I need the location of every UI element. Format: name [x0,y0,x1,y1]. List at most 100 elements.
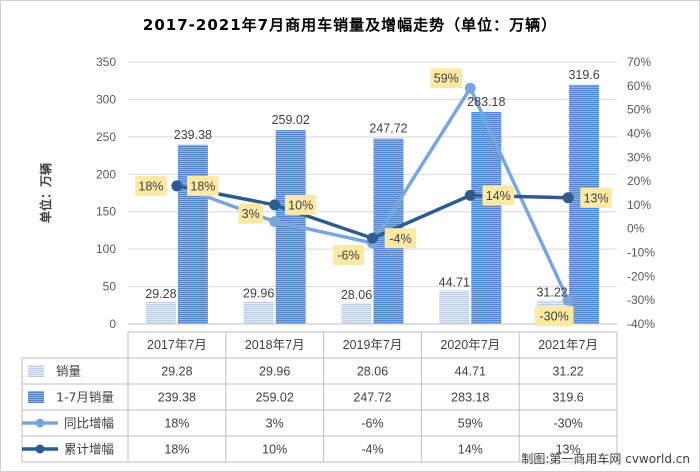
legend-key-bar [28,365,44,377]
point-yoy-growth [269,216,281,228]
label-yoy-growth-box [430,68,463,89]
y2-tick-label: -30% [627,293,655,307]
label-cumulative-growth-box [384,228,417,249]
label-yoy-growth-box [534,306,574,327]
y-tick-label: 0 [109,317,116,331]
point-cumulative-growth [562,192,574,204]
y2-tick-label: 30% [627,150,651,164]
label-yoy-growth-box [135,175,167,196]
legend-key-marker [35,444,45,454]
legend-key-bar [28,391,44,403]
y2-tick-label: 40% [627,126,651,140]
label-cumulative-sales: 239.38 [174,128,212,142]
label-cumulative-sales: 259.02 [272,113,310,127]
label-cumulative-growth: 13% [584,191,609,205]
table-cell: 29.28 [161,365,192,379]
point-yoy-growth [464,82,476,94]
credit-text: 制图:第一商用车网 cvworld.cn [521,451,690,466]
x-tick-label: 2020年7月 [440,338,500,352]
label-cumulative-sales: 247.72 [369,122,407,136]
y2-tick-label: 0% [627,222,645,236]
table-cell: 259.02 [256,391,294,405]
legend-key-marker [35,418,45,428]
label-monthly-sales: 29.96 [243,287,274,301]
table-cell: 3% [266,417,284,431]
label-yoy-growth: 18% [138,179,163,193]
label-monthly-sales: 28.06 [341,288,372,302]
point-yoy-growth [562,294,574,306]
x-tick-label: 2019年7月 [343,338,403,352]
table-cell: -30% [554,417,583,431]
y-axis-ticks: 0 50 100 150 200 250 300 350 [96,55,116,331]
label-monthly-sales: 29.28 [145,287,176,301]
label-cumulative-growth-box [187,175,219,196]
y2-tick-label: -40% [627,317,655,331]
label-yoy-growth: 3% [242,207,260,221]
label-cumulative-sales: 283.18 [467,95,505,109]
label-yoy-growth-box [332,245,365,266]
table-cell: 247.72 [353,391,391,405]
label-cumulative-growth-box [580,187,612,208]
x-tick-label: 2021年7月 [538,338,598,352]
label-yoy-growth: 59% [434,72,459,86]
table-cell: 283.18 [451,391,489,405]
x-tick-label: 2018年7月 [245,338,305,352]
label-cumulative-growth: 10% [288,198,313,212]
label-cumulative-growth-box [284,194,317,215]
point-cumulative-growth [269,199,281,211]
label-yoy-growth: -30% [540,310,569,324]
bar-cumulative-sales [177,144,208,324]
label-cumulative-growth-box [482,185,515,206]
y-tick-label: 200 [96,167,116,181]
y-tick-label: 250 [96,130,116,144]
y-axis-label: 单位：万辆 [38,163,53,223]
table-cell: 59% [458,417,483,431]
table-cell: 18% [164,417,189,431]
label-cumulative-growth: 18% [190,179,215,193]
y2-axis-ticks: -40% -30% -20% -10% 0% 10% 20% 30% 40% 50% 60% 70% [627,55,655,331]
legend-entry: 同比增幅 [64,416,114,431]
table-cell: 319.6 [552,391,583,405]
y2-tick-label: 70% [627,55,651,69]
y-tick-label: 300 [96,92,116,106]
y-tick-label: 350 [96,55,116,69]
legend-entry: 1-7月销量 [56,390,114,405]
table-cell: 44.71 [455,365,486,379]
x-tick-label: 2017年7月 [147,338,207,352]
y2-tick-label: -20% [627,269,655,283]
legend-entry: 累计增幅 [64,442,114,457]
table-cell: 31.22 [552,365,583,379]
y2-tick-label: 50% [627,103,651,117]
label-cumulative-sales: 319.6 [568,68,599,82]
y-tick-label: 50 [103,280,117,294]
table-cell: 239.38 [158,391,196,405]
label-cumulative-growth: 14% [486,189,511,203]
label-monthly-sales: 31.22 [536,286,567,300]
bar-monthly-sales [145,302,176,324]
table-cell: 28.06 [357,365,388,379]
y2-tick-label: -10% [627,246,655,260]
table-cell: 10% [262,443,287,457]
y2-tick-label: 10% [627,198,651,212]
table-cell: 18% [164,443,189,457]
data-labels: 29.28 239.38 29.96 259.02 28.06 247.72 44.71 28… [135,68,612,327]
y-tick-label: 100 [96,242,116,256]
legend-entry: 销量 [56,364,81,379]
y2-tick-label: 60% [627,79,651,93]
label-yoy-growth: -6% [337,249,359,263]
table-cell: 14% [458,443,483,457]
label-yoy-growth-box [238,203,263,224]
table-cell: -4% [361,443,383,457]
label-monthly-sales: 44.71 [439,276,470,290]
y2-tick-label: 20% [627,174,651,188]
table-cell: 13% [556,443,581,457]
bar-monthly-sales [439,290,470,324]
point-cumulative-growth [171,180,183,192]
table-cell: -6% [361,417,383,431]
point-cumulative-growth [367,232,378,244]
table-cell: 29.96 [259,365,290,379]
bar-monthly-sales [341,302,372,324]
bar-monthly-sales [243,301,274,324]
